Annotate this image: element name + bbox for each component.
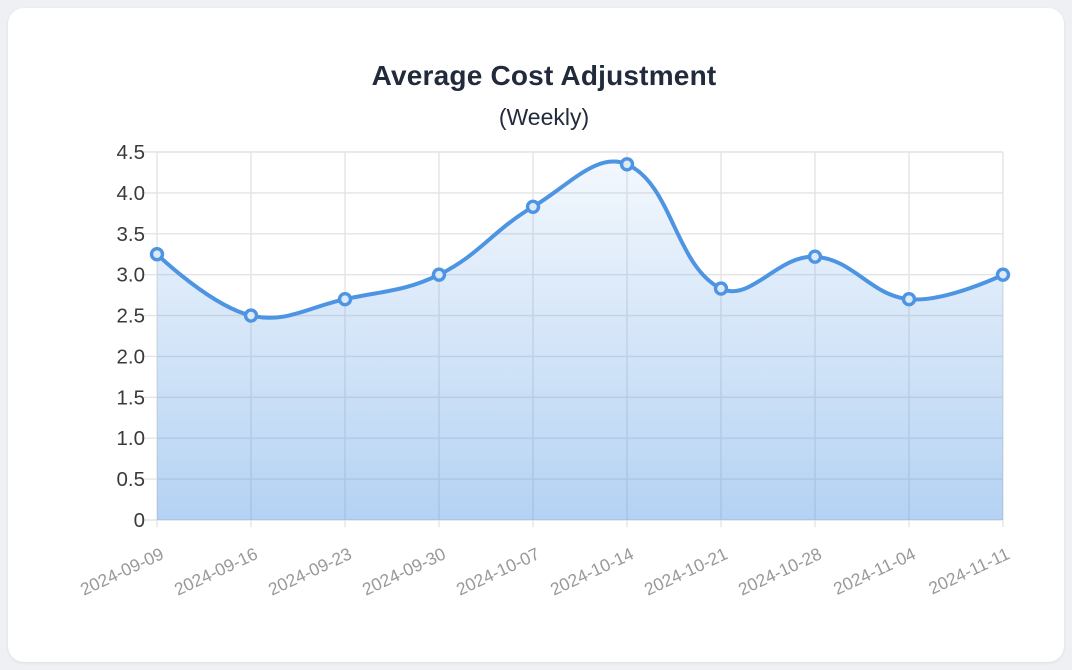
- y-axis-tick-label: 3.5: [117, 223, 146, 246]
- y-axis-tick-label: 2.0: [117, 345, 146, 368]
- x-axis-tick-label: 2024-09-09: [77, 543, 167, 599]
- x-axis-tick-label: 2024-10-21: [641, 543, 731, 599]
- y-axis-tick-label: 4.0: [117, 182, 146, 205]
- chart-title: Average Cost Adjustment: [371, 60, 717, 91]
- x-axis-tick-label: 2024-09-30: [359, 543, 449, 599]
- series-line: [155, 159, 1005, 320]
- x-axis-tick-label: 2024-10-07: [453, 543, 543, 599]
- x-axis-tick-label: 2024-09-16: [171, 543, 261, 599]
- y-axis-tick-label: 2.5: [117, 305, 146, 328]
- x-axis-tick-label: 2024-09-23: [265, 543, 355, 599]
- x-axis-tick-label: 2024-10-28: [735, 543, 825, 599]
- data-point-marker[interactable]: [995, 267, 1011, 282]
- data-point-marker[interactable]: [713, 281, 729, 296]
- data-point-marker[interactable]: [149, 247, 165, 262]
- x-axis-tick-label: 2024-11-04: [830, 543, 919, 599]
- data-point-marker[interactable]: [337, 292, 353, 307]
- y-axis-tick-label: 1.5: [117, 386, 146, 409]
- series-area-fill: [157, 161, 1003, 520]
- y-axis-tick-label: 3.0: [117, 264, 146, 287]
- data-point-marker[interactable]: [807, 249, 823, 264]
- x-axis-tick-label: 2024-10-14: [547, 543, 637, 599]
- y-axis-tick-label: 0.5: [117, 468, 146, 491]
- data-point-marker[interactable]: [431, 267, 447, 282]
- y-axis-tick-label: 1.0: [117, 427, 146, 450]
- data-point-marker[interactable]: [619, 157, 635, 172]
- y-axis-tick-label: 4.5: [117, 141, 146, 164]
- chart-subtitle: (Weekly): [498, 104, 590, 130]
- x-axis-tick-label: 2024-11-11: [925, 543, 1012, 598]
- data-point-marker[interactable]: [525, 199, 541, 214]
- data-point-marker[interactable]: [901, 292, 917, 307]
- y-axis-tick-label: 0: [134, 509, 145, 532]
- data-point-marker[interactable]: [243, 308, 259, 323]
